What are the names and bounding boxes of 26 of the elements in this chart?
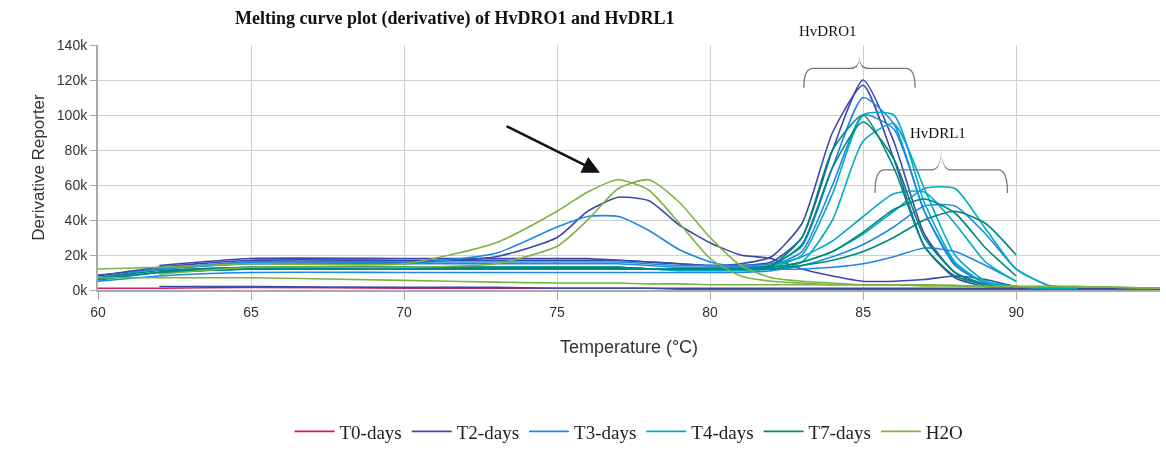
legend-label: T7-days [808, 421, 871, 443]
x-tick-label: 85 [855, 303, 872, 320]
y-tick-label: 60k [64, 176, 89, 193]
y-tick-label: 80k [64, 141, 89, 158]
y-axis-title: Derivative Reporter [28, 93, 48, 241]
y-tick-label: 0k [72, 281, 89, 298]
legend-label: T3-days [574, 421, 637, 443]
text: HvDRO1 [799, 23, 857, 39]
x-axis-title: Temperature (°C) [559, 337, 699, 358]
x-tick-label: 65 [243, 303, 260, 320]
y-tick-label: 120k [56, 71, 89, 88]
y-tick-label: 100k [56, 106, 89, 123]
y-tick-label: 40k [64, 211, 89, 228]
legend-label: H2O [925, 421, 963, 443]
chart-title: Melting curve plot (derivative) of HvDRO1 and HvDRL1 [235, 8, 675, 30]
y-tick-label: 20k [64, 246, 89, 263]
x-tick-label: 70 [396, 303, 413, 320]
y-tick-label: 140k [56, 36, 89, 53]
annotation: HvDRL1 [910, 125, 966, 141]
x-tick-label: 80 [702, 303, 719, 320]
legend-label: T4-days [691, 421, 754, 443]
legend-label: T0-days [339, 421, 402, 443]
x-tick-label: 75 [549, 303, 566, 320]
legend-label: T2-days [456, 421, 520, 443]
x-tick-label: 60 [90, 303, 106, 320]
x-tick-label: 90 [1008, 303, 1025, 320]
